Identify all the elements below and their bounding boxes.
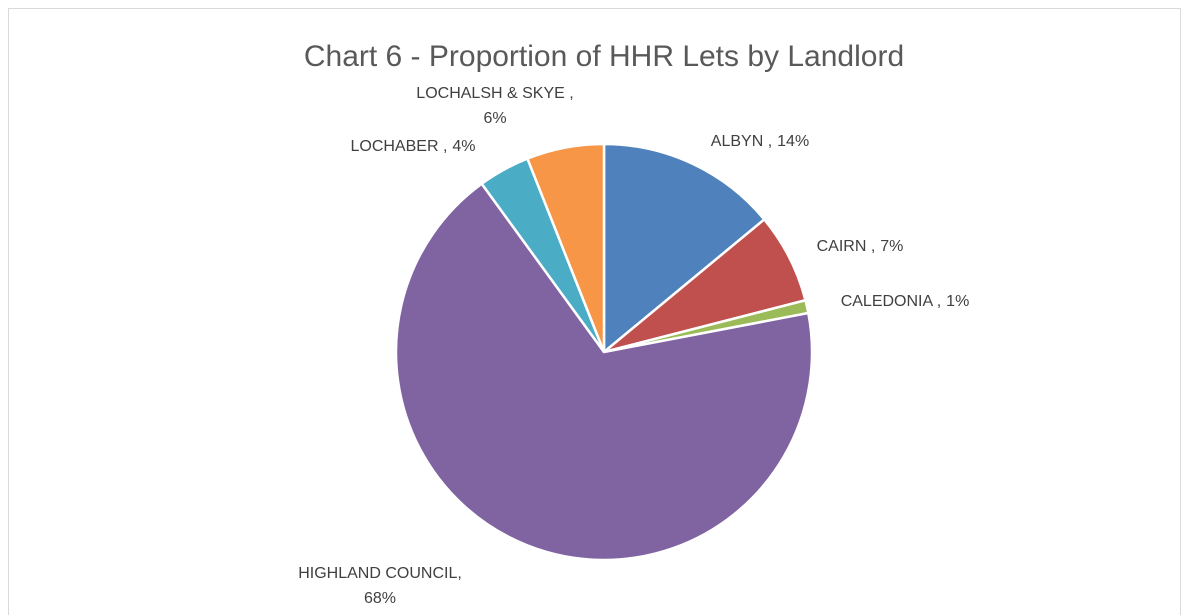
pie-slice [602,142,767,355]
category-label: ALBYN , [711,133,772,150]
chart-title: Chart 6 - Proportion of HHR Lets by Land… [304,40,904,73]
category-label: HIGHLAND COUNCIL, [298,565,462,582]
data-label: CAIRN , 7% [817,238,904,255]
data-label: HIGHLAND COUNCIL, 68% [298,565,462,607]
data-label: LOCHALSH & SKYE , 6% [416,85,573,127]
pie-slice [525,142,606,353]
data-label: LOCHABER , 4% [350,138,475,155]
data-label: CALEDONIA , 1% [841,293,970,310]
category-label: LOCHABER , [350,138,447,155]
value-label: 1% [946,293,969,310]
pie-slice [394,181,814,562]
pie [394,142,814,562]
value-label: 14% [777,133,809,150]
data-label: ALBYN , 14% [711,133,809,150]
category-label: LOCHALSH & SKYE , [416,85,573,102]
category-label: CALEDONIA , [841,293,941,310]
value-label: 6% [483,110,506,127]
value-label: 68% [364,590,396,607]
value-label: 4% [452,138,475,155]
value-label: 7% [880,238,903,255]
category-label: CAIRN , [817,238,876,255]
